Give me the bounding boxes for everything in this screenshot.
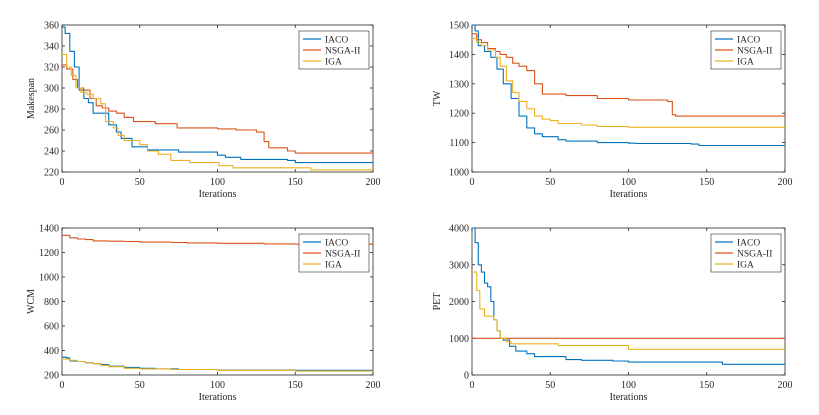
y-tick-label: 1100: [449, 138, 469, 149]
chart-2: 0 50 100 150 200 1000 1100 1200 1300 1400 1500 Iter…: [432, 21, 793, 201]
y-tick-label: 3000: [449, 260, 469, 271]
y-axis-label: WCM: [26, 289, 37, 314]
x-tick-label: 50: [135, 177, 145, 188]
x-tick-label: 200: [366, 177, 381, 188]
y-tick-label: 1000: [449, 168, 469, 179]
x-tick-label: 150: [699, 177, 714, 188]
x-tick-label: 0: [470, 177, 475, 188]
y-tick-label: 200: [44, 371, 59, 382]
legend-label: NSGA-II: [737, 250, 772, 260]
legend-label: IGA: [737, 261, 754, 271]
x-tick-label: 150: [699, 380, 714, 391]
x-tick-label: 50: [545, 177, 555, 188]
y-tick-label: 340: [44, 42, 59, 53]
y-tick-label: 360: [44, 21, 59, 32]
series-line-nsga-ii: [62, 64, 373, 154]
y-tick-label: 1500: [449, 21, 469, 32]
y-tick-label: 320: [44, 63, 59, 74]
x-tick-label: 100: [210, 177, 225, 188]
y-tick-label: 260: [44, 126, 59, 137]
x-tick-label: 150: [288, 177, 303, 188]
legend-label: NSGA-II: [737, 47, 772, 57]
legend-label: IGA: [737, 58, 754, 68]
y-tick-label: 1400: [449, 50, 469, 61]
x-tick-label: 0: [470, 380, 475, 391]
x-tick-label: 50: [135, 380, 145, 391]
y-tick-label: 2000: [449, 297, 469, 308]
y-tick-label: 240: [44, 147, 59, 158]
series-line-iaco: [472, 24, 785, 147]
series-line-iaco: [62, 26, 373, 164]
y-axis-label: TW: [432, 90, 443, 106]
y-tick-label: 0: [464, 371, 469, 382]
x-tick-label: 100: [621, 177, 636, 188]
y-axis-label: PET: [432, 293, 443, 311]
y-tick-label: 280: [44, 105, 59, 116]
series-line-nsga-ii: [472, 33, 786, 117]
y-tick-label: 400: [44, 346, 59, 357]
x-tick-label: 200: [366, 380, 381, 391]
x-axis-label: Iterations: [199, 392, 237, 403]
y-tick-label: 1200: [39, 248, 59, 259]
legend-label: IACO: [737, 36, 760, 46]
chart-3: 0 50 100 150 200 200 400 600 800 1000 1200 1400 Iter…: [26, 224, 381, 404]
y-tick-label: 1400: [39, 224, 59, 235]
chart-1: 0 50 100 150 200 220 240 260 280 300 320 340 360 Iter…: [26, 21, 381, 201]
x-tick-label: 0: [60, 177, 65, 188]
y-tick-label: 800: [44, 297, 59, 308]
x-tick-label: 100: [621, 380, 636, 391]
legend-label: IGA: [325, 58, 342, 68]
legend-label: NSGA-II: [325, 250, 360, 260]
y-tick-label: 1000: [39, 273, 59, 284]
y-tick-label: 600: [44, 322, 59, 333]
legend-label: IACO: [737, 239, 760, 249]
legend-label: IACO: [325, 239, 348, 249]
x-tick-label: 100: [210, 380, 225, 391]
x-tick-label: 0: [60, 380, 65, 391]
x-axis-label: Iterations: [610, 189, 648, 200]
legend-label: IACO: [325, 36, 348, 46]
x-tick-label: 200: [778, 177, 793, 188]
x-tick-label: 150: [288, 380, 303, 391]
y-tick-label: 1200: [449, 109, 469, 120]
x-axis-label: Iterations: [610, 392, 648, 403]
legend-label: NSGA-II: [325, 47, 360, 57]
x-tick-label: 50: [545, 380, 555, 391]
y-tick-label: 300: [44, 84, 59, 95]
series-line-iga: [62, 53, 373, 171]
x-axis-label: Iterations: [199, 189, 237, 200]
series-line-iga: [62, 358, 374, 372]
chart-4: 0 50 100 150 20001000200030004000IterationsP…: [432, 224, 793, 404]
legend-label: IGA: [325, 261, 342, 271]
y-tick-label: 1000: [449, 334, 469, 345]
y-tick-label: 4000: [449, 224, 469, 235]
series-line-nsga-ii: [62, 234, 374, 245]
y-tick-label: 220: [44, 168, 59, 179]
series-line-iga: [472, 37, 785, 128]
series-line-iga: [472, 271, 785, 350]
y-tick-label: 1300: [449, 79, 469, 90]
x-tick-label: 200: [778, 380, 793, 391]
y-axis-label: Makespan: [26, 78, 37, 119]
